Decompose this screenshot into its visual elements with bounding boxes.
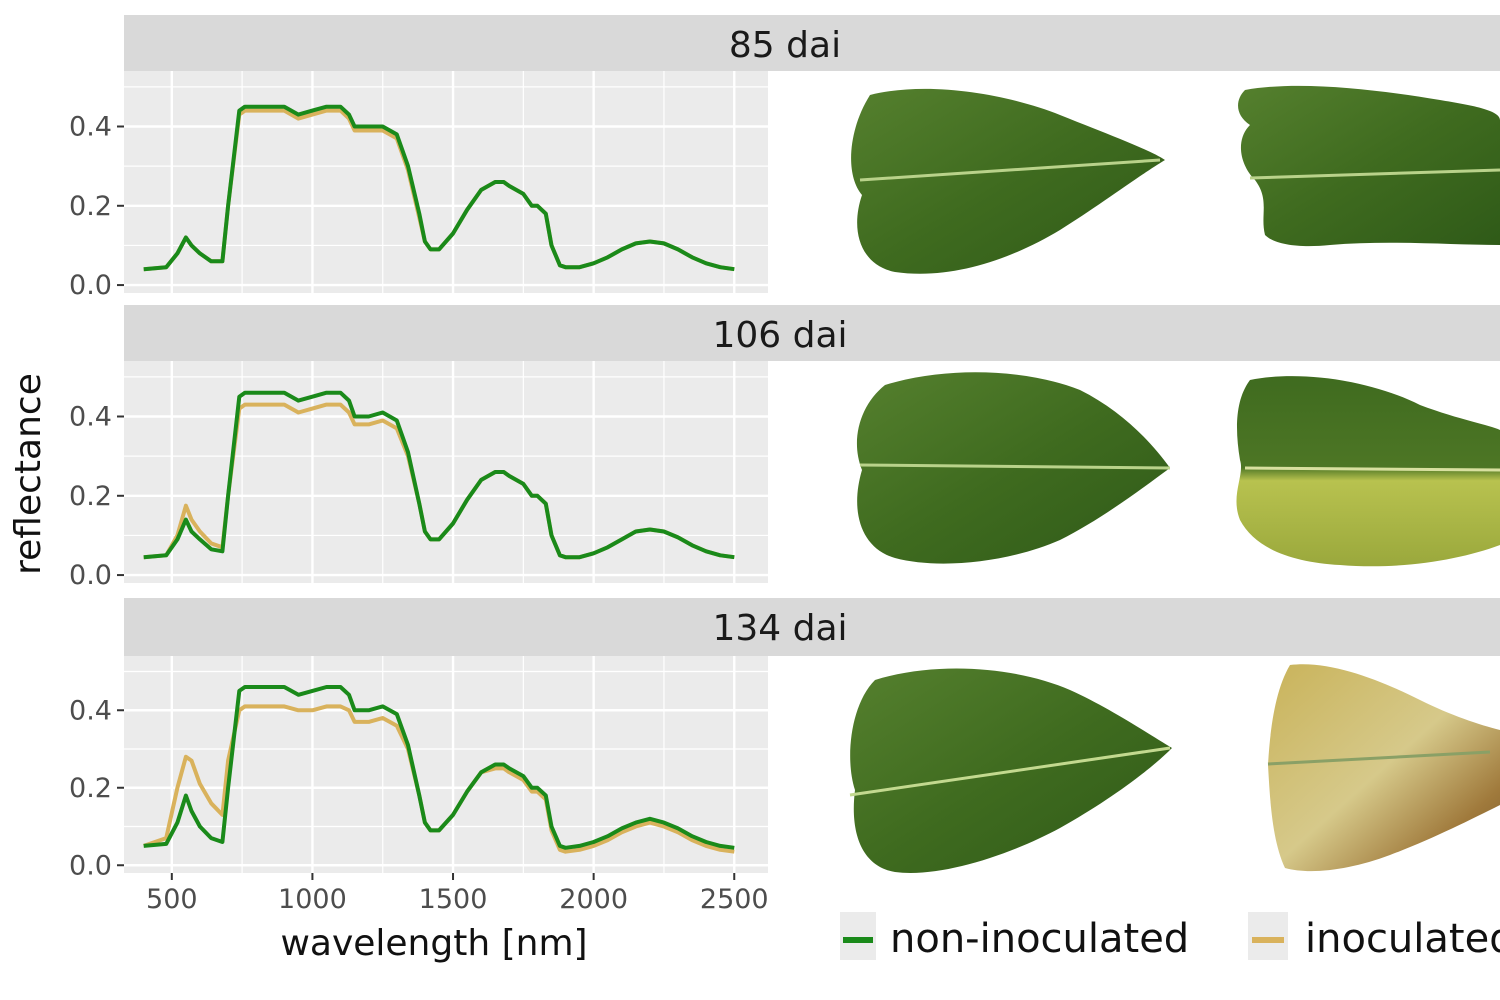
x-tick-label: 2500 — [700, 884, 769, 915]
strip-label: 106 dai — [712, 315, 847, 356]
y-tick-label: 0.2 — [69, 481, 112, 512]
x-axis-title: wavelength [nm] — [280, 923, 587, 964]
y-axis-title: reflectance — [8, 373, 49, 575]
x-tick-label: 1500 — [419, 884, 488, 915]
x-tick-label: 1000 — [278, 884, 347, 915]
y-tick-label: 0.4 — [69, 112, 112, 143]
leaf-photo-85-inoculated — [1238, 85, 1500, 247]
x-tick-label: 2000 — [559, 884, 628, 915]
spectrum-panel-134: 0.0 0.2 0.4 — [69, 656, 768, 881]
legend: non-inoculated inoculated — [840, 912, 1500, 962]
leaf-photo-85-non-inoculated — [851, 88, 1165, 274]
y-tick-label: 0.4 — [69, 695, 112, 726]
legend-key-non-inoculated — [840, 912, 876, 960]
y-tick-label: 0.0 — [69, 270, 112, 301]
series-line-non-inoculated — [143, 390, 735, 560]
spectrum-panel-106: 0.0 0.2 0.4 — [69, 361, 768, 591]
legend-label-non-inoculated: non-inoculated — [890, 916, 1189, 962]
series-line-non-inoculated — [143, 104, 735, 272]
strip-134: 134 dai — [124, 598, 1500, 656]
y-tick-label: 0.4 — [69, 402, 112, 433]
y-tick-label: 0.2 — [69, 773, 112, 804]
strip-label: 134 dai — [712, 608, 847, 649]
strip-106: 106 dai — [124, 305, 1500, 361]
strip-label: 85 dai — [729, 25, 841, 66]
legend-label-inoculated: inoculated — [1305, 916, 1500, 962]
leaf-photo-134-inoculated — [1267, 664, 1500, 872]
legend-key-inoculated — [1248, 912, 1288, 960]
strip-85: 85 dai — [124, 15, 1500, 71]
y-tick-label: 0.0 — [69, 560, 112, 591]
series-line-non-inoculated — [143, 685, 735, 850]
x-axis: 500 1000 1500 2000 2500 — [146, 873, 769, 915]
spectrum-panel-85: 0.0 0.2 0.4 — [69, 71, 768, 301]
y-tick-label: 0.2 — [69, 191, 112, 222]
x-tick-label: 500 — [146, 884, 198, 915]
leaf-photo-106-non-inoculated — [856, 372, 1171, 564]
y-tick-label: 0.0 — [69, 850, 112, 881]
leaf-photo-134-non-inoculated — [849, 668, 1172, 873]
leaf-photo-106-inoculated — [1236, 376, 1500, 567]
